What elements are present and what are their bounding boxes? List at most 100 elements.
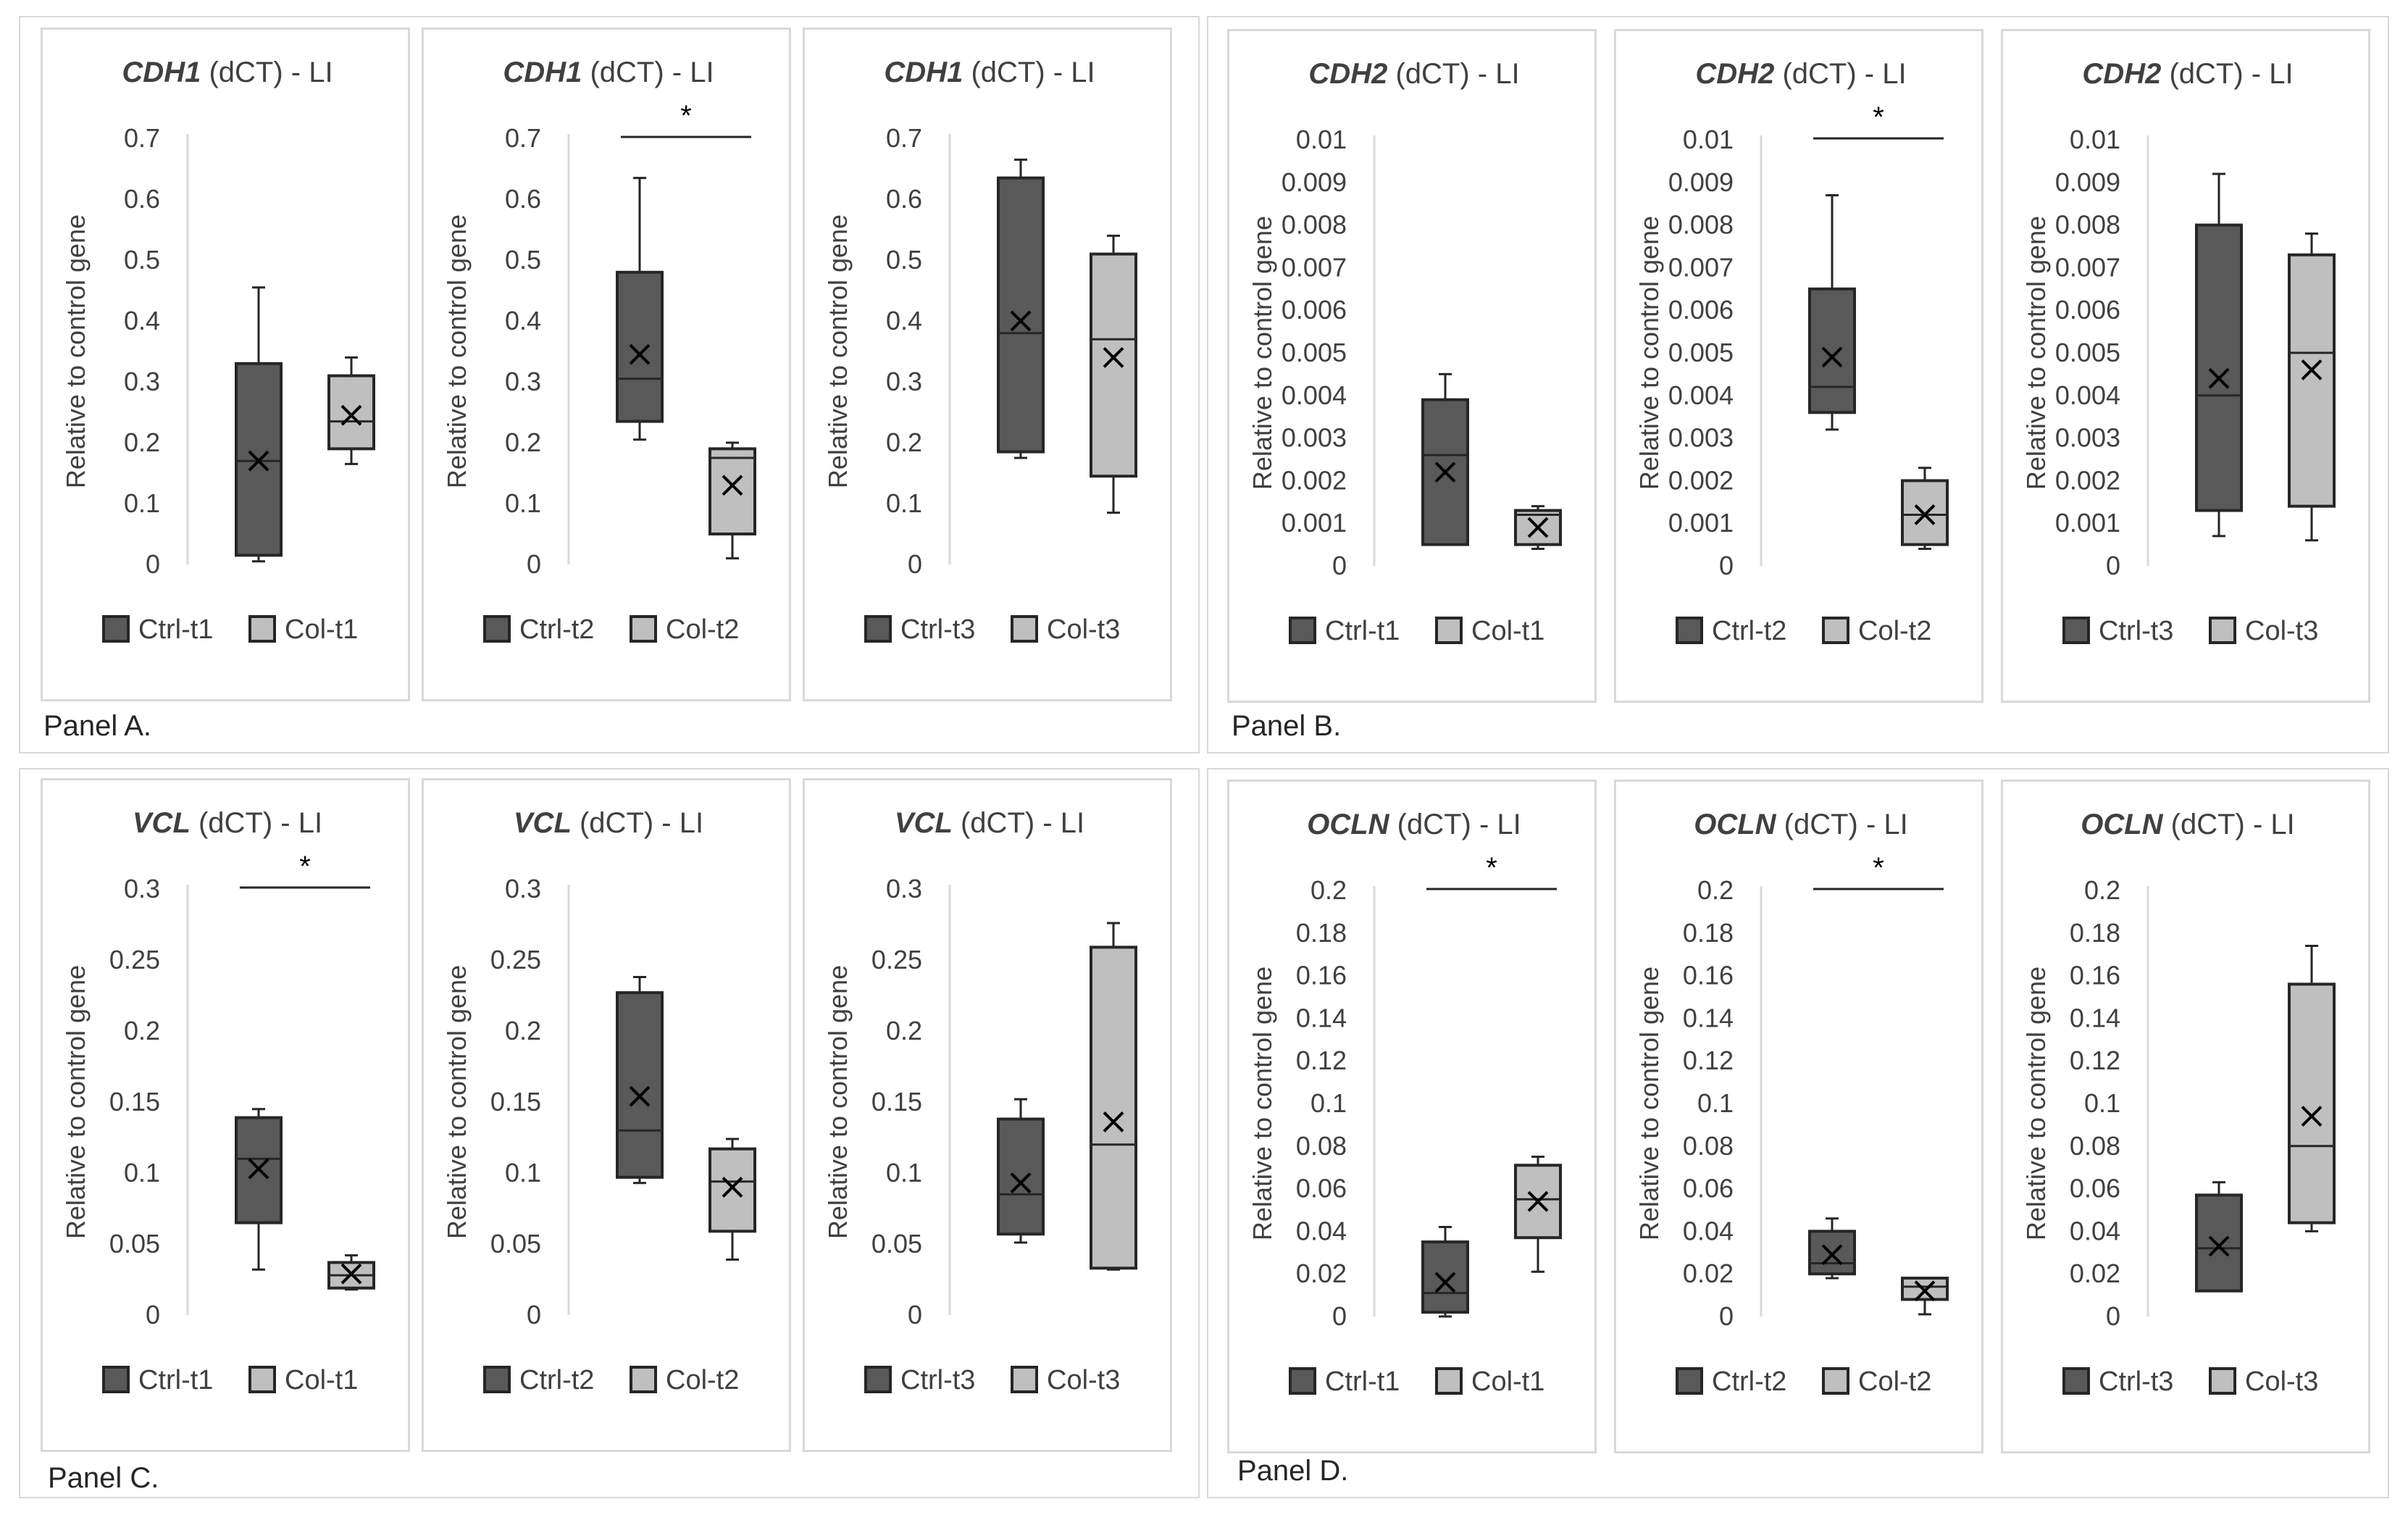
legend-label-col-t3: Col-t3	[1047, 1365, 1120, 1395]
y-tick-label: 0.12	[1683, 1046, 1734, 1075]
y-tick-label: 0	[1332, 551, 1347, 580]
y-axis-label: Relative to control gene	[442, 214, 472, 488]
panel-d-label: Panel D.	[1237, 1455, 1349, 1487]
y-tick-label: 0	[527, 1300, 541, 1330]
y-tick-label: 0.006	[2055, 295, 2120, 325]
chart-title-gene: VCL	[895, 807, 953, 839]
chart-card-vcl-t3: VCL (dCT) - LI Relative to control gene 0 0…	[803, 778, 1172, 1452]
mean-marker-ctrl-t3-b	[1010, 310, 1032, 332]
chart-title-suffix: (dCT) - LI	[1776, 809, 1908, 840]
chart-title-gene: CDH1	[122, 57, 201, 88]
chart-title-gene: CDH1	[884, 57, 963, 88]
y-tick-label: 0.009	[2055, 167, 2120, 197]
chart-title-gene: OCLN	[2081, 809, 2163, 840]
mean-marker-ctrl-t1-b	[248, 1158, 269, 1180]
y-axis-label: Relative to control gene	[1247, 216, 1277, 490]
y-tick-label: 0.06	[1683, 1174, 1734, 1203]
y-tick-label: 0.25	[871, 945, 922, 974]
chart-card-cdh2-t1: CDH2 (dCT) - LI Relative to control gene 0…	[1227, 29, 1597, 703]
y-tick-label: 0.009	[1282, 167, 1347, 197]
y-axis-label: Relative to control gene	[823, 214, 853, 488]
box-col-t3	[2288, 982, 2336, 1224]
chart-title-gene: CDH2	[2082, 58, 2161, 90]
chart-card-ocln-t1: OCLN (dCT) - LI Relative to control gene 0…	[1227, 780, 1597, 1453]
mean-marker-ctrl-t3-b	[2208, 1235, 2230, 1257]
boxplot-cdh1-t3: CDH1 (dCT) - LI Relative to control gene 0…	[823, 57, 1137, 645]
legend-label-col-t1: Col-t1	[285, 614, 358, 645]
chart-title: CDH1 (dCT) - LI	[884, 57, 1095, 88]
box-ctrl-t3	[997, 1117, 1045, 1236]
boxplot-vcl-t3: VCL (dCT) - LI Relative to control gene 0 0…	[823, 807, 1137, 1395]
box-ctrl-t2	[1808, 287, 1856, 414]
chart-title: CDH1 (dCT) - LI	[122, 57, 333, 88]
legend-label-ctrl-t3: Ctrl-t3	[900, 614, 975, 645]
y-axis-label: Relative to control gene	[1634, 216, 1664, 490]
chart-title: OCLN (dCT) - LI	[2081, 809, 2295, 840]
legend-label-col-t2: Col-t2	[1858, 616, 1931, 646]
y-tick-label: 0.15	[490, 1087, 541, 1117]
chart-card-cdh1-t3: CDH1 (dCT) - LI Relative to control gene 0…	[803, 28, 1172, 701]
legend-swatch-ctrl-t3	[2062, 1367, 2090, 1395]
legend-swatch-ctrl-t3	[2062, 617, 2090, 644]
y-tick-label: 0.7	[505, 123, 541, 153]
chart-title-gene: CDH2	[1308, 58, 1387, 90]
legend-label-col-t1: Col-t1	[1471, 616, 1544, 646]
mean-marker-ctrl-t2-b	[1821, 1244, 1843, 1266]
y-tick-label: 0.25	[109, 945, 160, 974]
boxplot-ocln-t2: OCLN (dCT) - LI Relative to control gene 0…	[1634, 809, 1949, 1397]
chart-title-suffix: (dCT) - LI	[1389, 809, 1521, 840]
box-ctrl-t2	[616, 991, 664, 1179]
chart-title-suffix: (dCT) - LI	[2163, 809, 2295, 840]
y-tick-label: 0.16	[1296, 961, 1347, 990]
y-tick-label: 0.1	[505, 488, 541, 518]
legend-label-ctrl-t1: Ctrl-t1	[1325, 616, 1400, 646]
y-tick-label: 0.15	[871, 1087, 922, 1117]
chart-title-suffix: (dCT) - LI	[572, 807, 703, 839]
legend-swatch-ctrl-t1	[1289, 617, 1316, 644]
boxplot-cdh1-t1: CDH1 (dCT) - LI Relative to control gene 0…	[61, 57, 375, 645]
chart-title: CDH2 (dCT) - LI	[2082, 58, 2293, 90]
y-tick-label: 0.05	[490, 1229, 541, 1259]
y-tick-label: 0.3	[886, 874, 922, 903]
boxplot-ocln-t1: OCLN (dCT) - LI Relative to control gene 0…	[1247, 809, 1562, 1397]
mean-marker-col-t1-b	[340, 404, 362, 426]
y-axis-label: Relative to control gene	[61, 965, 91, 1239]
y-tick-label: 0.001	[1668, 508, 1734, 538]
box-col-t1	[327, 374, 375, 451]
y-tick-label: 0.02	[1296, 1259, 1347, 1288]
chart-title: CDH1 (dCT) - LI	[503, 57, 714, 88]
chart-title: VCL (dCT) - LI	[133, 807, 322, 839]
mean-marker-col-t2-b	[1914, 1280, 1936, 1302]
y-tick-label: 0.01	[2070, 125, 2120, 154]
legend-label-ctrl-t1: Ctrl-t1	[138, 614, 213, 645]
legend-label-ctrl-t3: Ctrl-t3	[900, 1365, 975, 1395]
y-tick-label: 0.08	[1683, 1131, 1734, 1161]
y-tick-label: 0.007	[2055, 252, 2120, 282]
y-tick-label: 0.2	[886, 427, 922, 457]
mean-marker-col-t1-b	[340, 1263, 362, 1285]
y-tick-label: 0.08	[1296, 1131, 1347, 1161]
y-tick-label: 0.15	[109, 1087, 160, 1117]
panel-a-label: Panel A.	[43, 710, 152, 742]
y-tick-label: 0.1	[1310, 1088, 1347, 1118]
y-tick-label: 0.006	[1668, 295, 1734, 325]
mean-marker-ctrl-t3-b	[1010, 1172, 1032, 1194]
significance-star: *	[1873, 852, 1884, 884]
y-tick-label: 0.2	[1310, 875, 1347, 905]
y-tick-label: 0	[2106, 551, 2120, 580]
y-tick-label: 0.04	[2070, 1216, 2120, 1245]
legend-label-col-t2: Col-t2	[666, 614, 739, 645]
y-tick-label: 0	[1719, 551, 1734, 580]
chart-title: VCL (dCT) - LI	[895, 807, 1084, 839]
y-tick-label: 0.002	[1282, 465, 1347, 495]
boxplot-ocln-t3: OCLN (dCT) - LI Relative to control gene 0…	[2021, 809, 2336, 1397]
chart-card-cdh1-t2: CDH1 (dCT) - LI Relative to control gene 0…	[422, 28, 791, 701]
y-tick-label: 0	[2106, 1301, 2120, 1331]
y-tick-label: 0.005	[2055, 338, 2120, 367]
legend-label-col-t3: Col-t3	[2245, 616, 2318, 646]
y-tick-label: 0.004	[1282, 380, 1347, 410]
boxplot-vcl-t2: VCL (dCT) - LI Relative to control gene 0 0…	[442, 807, 756, 1395]
chart-card-cdh1-t1: CDH1 (dCT) - LI Relative to control gene 0…	[41, 28, 410, 701]
